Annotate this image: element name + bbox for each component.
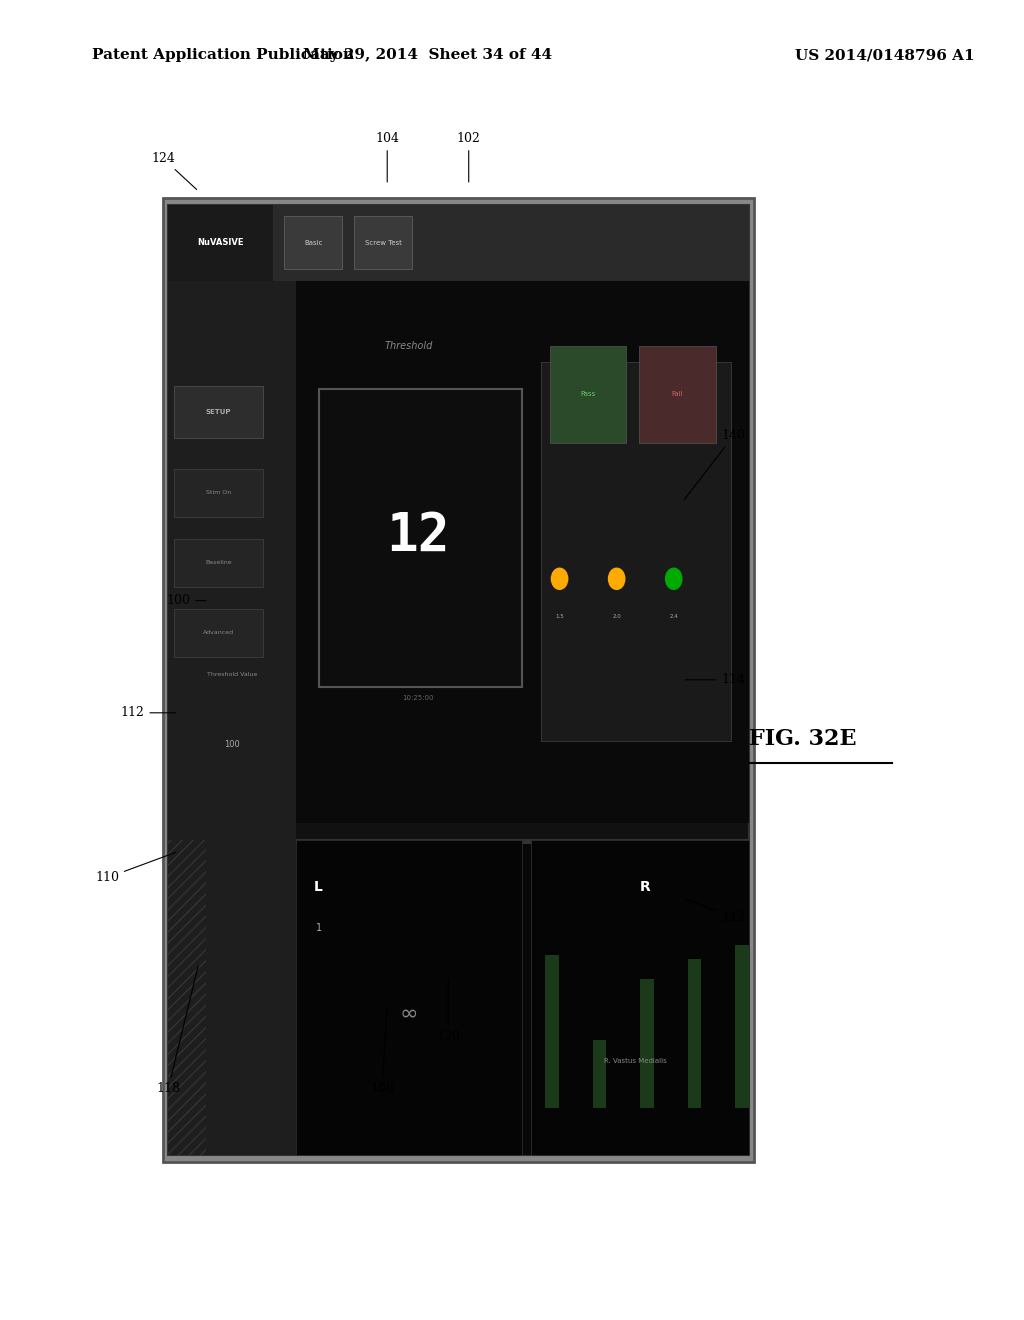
Bar (354, 216, 412, 269)
Bar (168, 205, 272, 281)
Bar (174, 469, 263, 516)
Text: Advanced: Advanced (203, 630, 234, 635)
Text: Basic: Basic (304, 240, 323, 246)
Bar (541, 362, 731, 742)
Bar (168, 205, 749, 281)
Text: 1.5: 1.5 (555, 614, 564, 619)
Text: 2.0: 2.0 (612, 614, 621, 619)
Text: Threshold Value: Threshold Value (207, 672, 257, 677)
Text: 2.4: 2.4 (670, 614, 678, 619)
Bar (174, 609, 263, 656)
Text: FIG. 32E: FIG. 32E (749, 729, 856, 750)
Bar (550, 346, 626, 444)
Text: 124: 124 (152, 152, 197, 190)
Bar (168, 205, 749, 1155)
Bar (296, 840, 749, 845)
Bar (296, 281, 749, 822)
Bar (168, 281, 296, 1155)
Bar (285, 216, 342, 269)
Text: Patent Application Publication: Patent Application Publication (92, 49, 353, 62)
Text: 114: 114 (685, 673, 745, 686)
Bar (296, 841, 749, 1155)
Text: Fail: Fail (672, 392, 683, 397)
Text: May 29, 2014  Sheet 34 of 44: May 29, 2014 Sheet 34 of 44 (303, 49, 553, 62)
Text: 106: 106 (370, 1006, 394, 1096)
Text: ∞: ∞ (400, 1003, 419, 1023)
Bar (296, 841, 522, 1155)
Text: 110: 110 (95, 853, 176, 884)
Bar (163, 198, 754, 1162)
Text: NuVASIVE: NuVASIVE (198, 238, 244, 247)
Text: 10:25:00: 10:25:00 (402, 696, 434, 701)
Text: US 2014/0148796 A1: US 2014/0148796 A1 (795, 49, 975, 62)
Text: L: L (314, 880, 323, 895)
Text: Threshold: Threshold (385, 341, 433, 351)
Text: 100: 100 (224, 739, 240, 748)
Bar (593, 1044, 606, 1107)
Circle shape (551, 568, 567, 589)
Circle shape (666, 568, 682, 589)
Text: Stim On: Stim On (206, 490, 231, 495)
Text: 100: 100 (166, 594, 206, 607)
Text: R: R (639, 880, 650, 895)
Bar (174, 385, 263, 438)
Text: Screw Test: Screw Test (365, 240, 401, 246)
Bar (688, 965, 701, 1107)
Circle shape (608, 568, 625, 589)
Bar (640, 993, 653, 1107)
Text: 104: 104 (375, 132, 399, 182)
Text: Baseline: Baseline (206, 560, 232, 565)
Text: 120: 120 (436, 979, 460, 1043)
Bar (545, 1056, 559, 1107)
Text: 112: 112 (121, 706, 175, 719)
Text: 12: 12 (386, 510, 450, 561)
Text: 102: 102 (457, 132, 480, 182)
Text: Pass: Pass (581, 392, 596, 397)
Bar (735, 997, 749, 1107)
Bar (318, 389, 522, 688)
Text: 140: 140 (684, 429, 745, 499)
Text: 118: 118 (156, 966, 198, 1096)
Text: 142: 142 (685, 899, 745, 924)
Bar (168, 841, 207, 1155)
Bar (531, 841, 749, 1155)
Text: SETUP: SETUP (206, 409, 231, 414)
Text: 1: 1 (315, 924, 322, 933)
Text: R. Vastus Medialis: R. Vastus Medialis (604, 1057, 667, 1064)
Bar (174, 539, 263, 586)
Bar (640, 346, 716, 444)
